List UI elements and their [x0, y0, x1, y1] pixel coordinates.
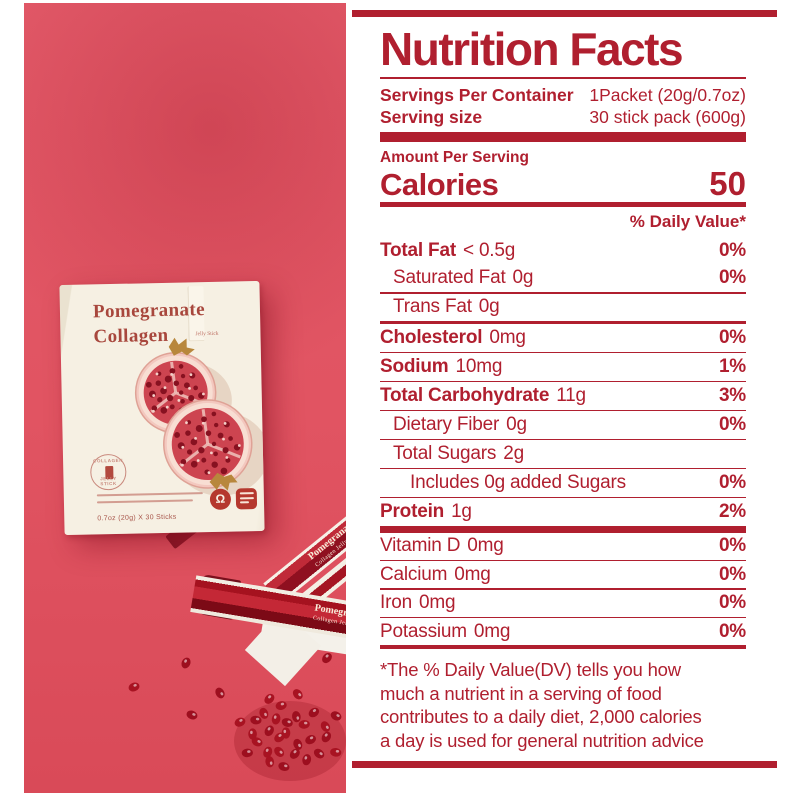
- seal-badge-icon: [235, 488, 258, 510]
- top-bar: [352, 10, 777, 17]
- collagen-stamp-logo: COLLAGEN JELLY STICK: [89, 453, 127, 491]
- nutrient-rows: Total Fat < 0.5g 0% Saturated Fat 0g 0% Tran…: [380, 237, 746, 526]
- divider: [380, 467, 746, 469]
- amount-per-serving: Amount Per Serving: [380, 149, 529, 166]
- divider: [380, 496, 746, 498]
- nutrient-row-protein: Protein 1g 2%: [380, 500, 746, 522]
- divider: [380, 351, 746, 353]
- nutrient-row-saturated-fat: Saturated Fat 0g 0%: [393, 267, 746, 289]
- product-box: Pomegranate Collagen Jelly Stick COLLAGE…: [59, 280, 265, 536]
- nutrient-row-added-sugars: Includes 0g added Sugars 0%: [410, 471, 746, 493]
- nutrition-facts-label: Nutrition Facts Servings Per Container 1…: [352, 10, 777, 768]
- vitamin-rows: Vitamin D 0mg 0% Calcium 0mg 0% Iron 0mg 0% Po…: [380, 533, 746, 646]
- divider: [380, 292, 746, 294]
- calories-label: Calories: [380, 167, 499, 202]
- serving-info: Servings Per Container 1Packet (20g/0.7o…: [380, 84, 746, 128]
- vitamin-row-vitamin-d: Vitamin D 0mg 0%: [380, 535, 746, 556]
- nutrient-row-sodium: Sodium 10mg 1%: [380, 355, 746, 377]
- divider: [380, 202, 746, 207]
- nutrient-row-total-carbohydrate: Total Carbohydrate 11g 3%: [380, 384, 746, 406]
- product-photo: Pomegranate Collagen Jelly Stick COLLAGE…: [24, 3, 346, 793]
- servings-per-container-label: Servings Per Container: [380, 85, 574, 105]
- thick-divider: [380, 525, 746, 533]
- serving-size-row: Serving size 30 stick pack (600g): [380, 106, 746, 128]
- divider: [380, 559, 746, 561]
- divider: [380, 321, 746, 324]
- pomegranate-calyx: [209, 472, 238, 491]
- bottom-bar: [352, 761, 777, 768]
- nutrient-row-trans-fat: Trans Fat 0g: [393, 296, 500, 318]
- vitamin-row-iron: Iron 0mg 0%: [380, 592, 746, 613]
- servings-per-container-row: Servings Per Container 1Packet (20g/0.7o…: [380, 84, 746, 106]
- thick-divider: [380, 132, 746, 142]
- daily-value-footnote: *The % Daily Value(DV) tells you how muc…: [380, 659, 704, 751]
- daily-value-header: % Daily Value*: [629, 212, 746, 231]
- nutrient-row-total-fat: Total Fat < 0.5g 0%: [380, 239, 746, 261]
- divider: [380, 588, 746, 590]
- calories-row: Calories 50: [380, 167, 746, 201]
- pomegranate-seeds: [128, 652, 346, 781]
- pomegranate-illustration: [134, 337, 265, 496]
- divider: [380, 438, 746, 440]
- nutrient-row-dietary-fiber: Dietary Fiber 0g 0%: [393, 413, 746, 435]
- serving-size-label: Serving size: [380, 107, 483, 127]
- servings-per-container-value: 1Packet (20g/0.7oz): [589, 85, 746, 105]
- nutrient-row-cholesterol: Cholesterol 0mg 0%: [380, 326, 746, 348]
- vitamin-row-calcium: Calcium 0mg 0%: [380, 563, 746, 585]
- divider: [380, 616, 746, 618]
- divider: [380, 380, 746, 382]
- vitamin-row-potassium: Potassium 0mg 0%: [380, 620, 746, 642]
- nutrient-row-total-sugars: Total Sugars 2g: [393, 442, 524, 464]
- divider: [380, 409, 746, 411]
- medium-divider: [380, 645, 746, 649]
- serving-size-value: 30 stick pack (600g): [589, 107, 746, 127]
- calories-value: 50: [709, 165, 746, 202]
- nutrition-facts-title: Nutrition Facts: [380, 23, 684, 75]
- divider: [380, 77, 746, 79]
- pomegranate-calyx: [168, 337, 195, 356]
